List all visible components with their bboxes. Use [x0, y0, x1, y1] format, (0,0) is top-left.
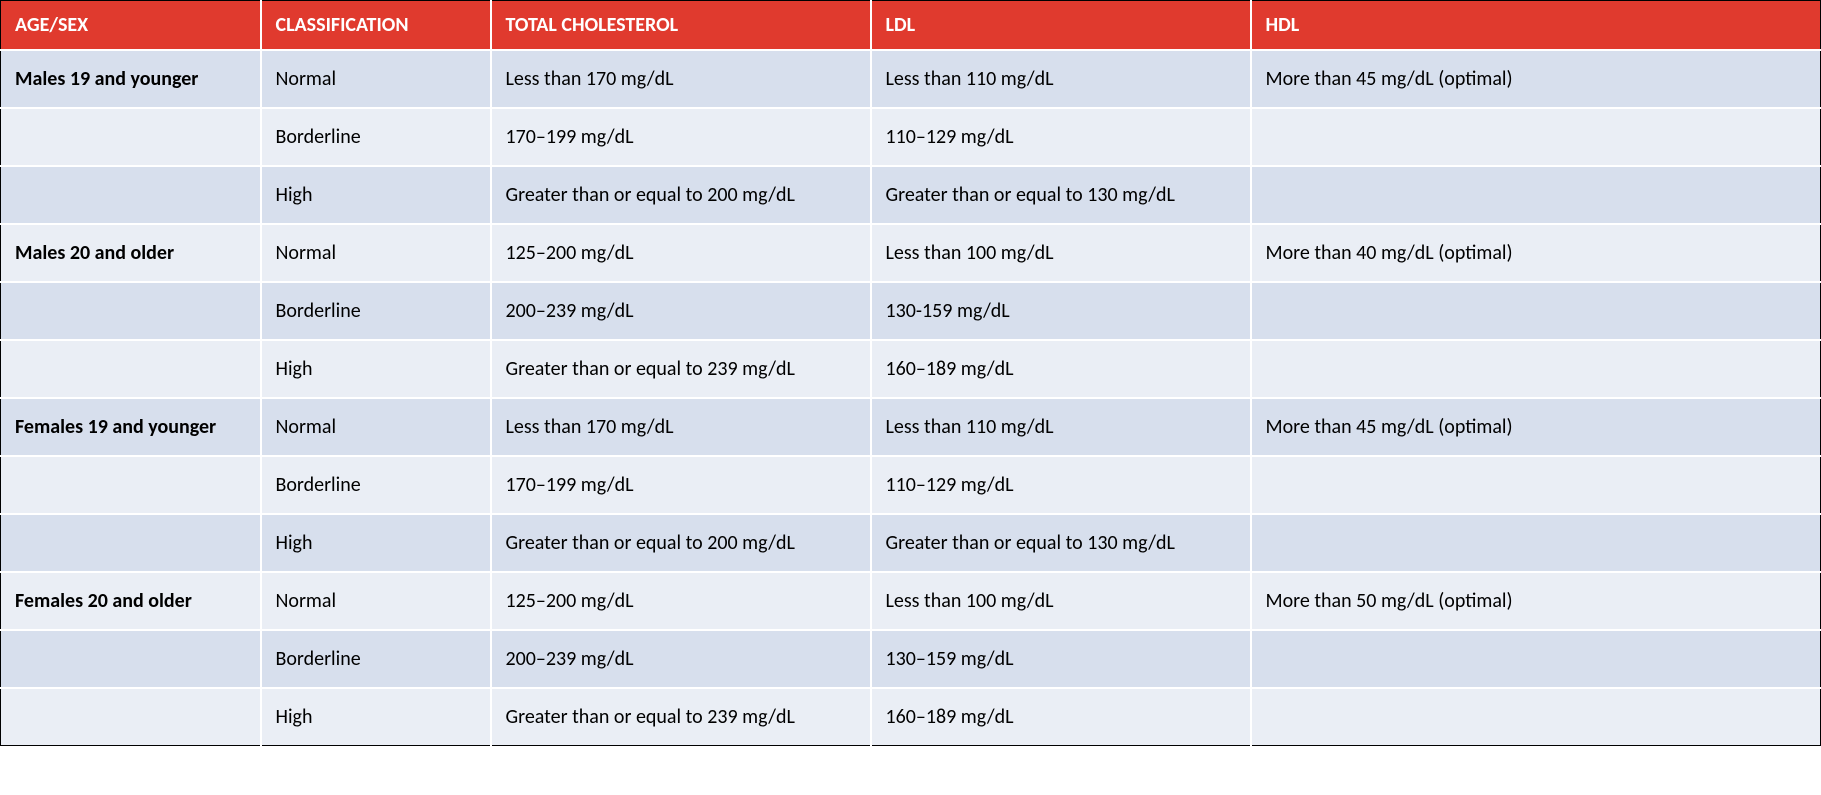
cell-ldl: 130–159 mg/dL	[871, 630, 1251, 688]
cell-hdl	[1251, 514, 1821, 572]
cell-classification: Normal	[261, 572, 491, 630]
cell-total: 170–199 mg/dL	[491, 108, 871, 166]
cell-classification: High	[261, 166, 491, 224]
col-header-classification: CLASSIFICATION	[261, 1, 491, 51]
cell-age-sex	[1, 282, 261, 340]
cell-classification: High	[261, 514, 491, 572]
cell-total: Greater than or equal to 200 mg/dL	[491, 514, 871, 572]
cell-ldl: 110–129 mg/dL	[871, 456, 1251, 514]
table-row: High Greater than or equal to 239 mg/dL …	[1, 340, 1821, 398]
cell-total: Greater than or equal to 200 mg/dL	[491, 166, 871, 224]
cell-hdl	[1251, 282, 1821, 340]
cell-age-sex	[1, 340, 261, 398]
cell-ldl: Less than 100 mg/dL	[871, 224, 1251, 282]
cell-total: Greater than or equal to 239 mg/dL	[491, 340, 871, 398]
cell-hdl: More than 45 mg/dL (optimal)	[1251, 398, 1821, 456]
cell-age-sex	[1, 688, 261, 746]
col-header-ldl: LDL	[871, 1, 1251, 51]
cell-classification: Borderline	[261, 630, 491, 688]
cell-hdl	[1251, 166, 1821, 224]
cell-total: Less than 170 mg/dL	[491, 398, 871, 456]
table-row: Borderline 200–239 mg/dL 130–159 mg/dL	[1, 630, 1821, 688]
cell-age-sex	[1, 630, 261, 688]
table-row: Borderline 170–199 mg/dL 110–129 mg/dL	[1, 456, 1821, 514]
cell-ldl: Less than 110 mg/dL	[871, 50, 1251, 108]
table-header-row: AGE/SEX CLASSIFICATION TOTAL CHOLESTEROL…	[1, 1, 1821, 51]
cell-hdl	[1251, 340, 1821, 398]
table-row: Males 20 and older Normal 125–200 mg/dL …	[1, 224, 1821, 282]
cell-hdl	[1251, 688, 1821, 746]
cholesterol-table-wrapper: AGE/SEX CLASSIFICATION TOTAL CHOLESTEROL…	[0, 0, 1821, 746]
cell-ldl: 110–129 mg/dL	[871, 108, 1251, 166]
cell-classification: High	[261, 340, 491, 398]
col-header-hdl: HDL	[1251, 1, 1821, 51]
cell-classification: Normal	[261, 50, 491, 108]
cell-ldl: Less than 100 mg/dL	[871, 572, 1251, 630]
table-body: Males 19 and younger Normal Less than 17…	[1, 50, 1821, 746]
cell-total: 170–199 mg/dL	[491, 456, 871, 514]
cell-ldl: 130-159 mg/dL	[871, 282, 1251, 340]
cell-age-sex: Females 19 and younger	[1, 398, 261, 456]
table-row: Females 20 and older Normal 125–200 mg/d…	[1, 572, 1821, 630]
table-row: Borderline 200–239 mg/dL 130-159 mg/dL	[1, 282, 1821, 340]
cell-classification: Normal	[261, 224, 491, 282]
cell-age-sex	[1, 456, 261, 514]
table-row: High Greater than or equal to 200 mg/dL …	[1, 514, 1821, 572]
table-row: Borderline 170–199 mg/dL 110–129 mg/dL	[1, 108, 1821, 166]
cell-ldl: Greater than or equal to 130 mg/dL	[871, 514, 1251, 572]
cell-total: 200–239 mg/dL	[491, 630, 871, 688]
cell-hdl: More than 45 mg/dL (optimal)	[1251, 50, 1821, 108]
cell-ldl: Greater than or equal to 130 mg/dL	[871, 166, 1251, 224]
cell-ldl: 160–189 mg/dL	[871, 340, 1251, 398]
cell-total: 125–200 mg/dL	[491, 224, 871, 282]
cell-ldl: 160–189 mg/dL	[871, 688, 1251, 746]
table-row: High Greater than or equal to 200 mg/dL …	[1, 166, 1821, 224]
cell-classification: Borderline	[261, 456, 491, 514]
col-header-age-sex: AGE/SEX	[1, 1, 261, 51]
cell-total: Greater than or equal to 239 mg/dL	[491, 688, 871, 746]
cell-ldl: Less than 110 mg/dL	[871, 398, 1251, 456]
cell-age-sex	[1, 514, 261, 572]
table-header: AGE/SEX CLASSIFICATION TOTAL CHOLESTEROL…	[1, 1, 1821, 51]
cell-classification: High	[261, 688, 491, 746]
cell-total: 125–200 mg/dL	[491, 572, 871, 630]
cell-age-sex: Males 19 and younger	[1, 50, 261, 108]
table-row: Males 19 and younger Normal Less than 17…	[1, 50, 1821, 108]
cell-hdl: More than 40 mg/dL (optimal)	[1251, 224, 1821, 282]
cell-age-sex	[1, 108, 261, 166]
table-row: Females 19 and younger Normal Less than …	[1, 398, 1821, 456]
cell-classification: Normal	[261, 398, 491, 456]
cell-hdl	[1251, 456, 1821, 514]
cell-total: Less than 170 mg/dL	[491, 50, 871, 108]
col-header-total: TOTAL CHOLESTEROL	[491, 1, 871, 51]
cholesterol-table: AGE/SEX CLASSIFICATION TOTAL CHOLESTEROL…	[0, 0, 1821, 746]
cell-classification: Borderline	[261, 282, 491, 340]
cell-age-sex	[1, 166, 261, 224]
cell-hdl	[1251, 108, 1821, 166]
cell-hdl	[1251, 630, 1821, 688]
cell-hdl: More than 50 mg/dL (optimal)	[1251, 572, 1821, 630]
cell-age-sex: Females 20 and older	[1, 572, 261, 630]
cell-age-sex: Males 20 and older	[1, 224, 261, 282]
cell-total: 200–239 mg/dL	[491, 282, 871, 340]
cell-classification: Borderline	[261, 108, 491, 166]
table-row: High Greater than or equal to 239 mg/dL …	[1, 688, 1821, 746]
